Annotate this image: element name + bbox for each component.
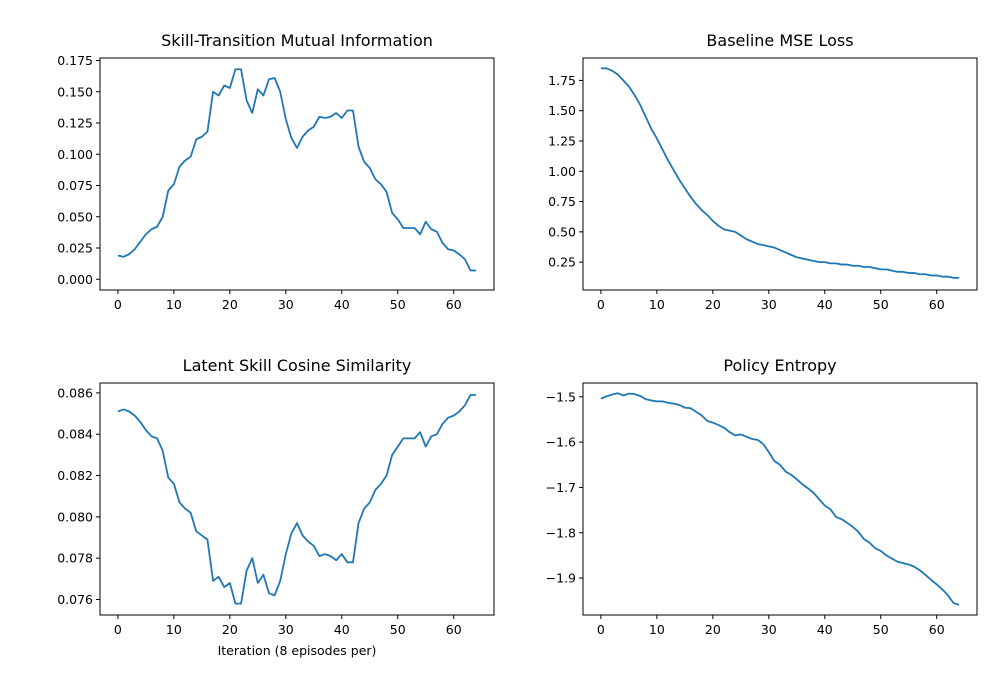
series-line <box>600 67 960 279</box>
x-axis-label: Iteration (8 episodes per) <box>218 643 377 658</box>
y-tick-label: 1.75 <box>548 73 576 88</box>
x-tick-label: 50 <box>873 297 889 312</box>
subplot-mutual-information: 0 10 20 30 40 50 60 0.000 0.025 0.050 0.075 0.100 0.… <box>57 31 495 312</box>
y-tick-label: 0.078 <box>57 551 93 566</box>
x-tick-label: 10 <box>166 297 182 312</box>
y-tick-label: 1.50 <box>548 103 576 118</box>
subplot-mse-loss: 0 10 20 30 40 50 60 0.25 0.50 0.75 1.00 1.25 1.50 1.7… <box>548 31 978 312</box>
chart-title: Latent Skill Cosine Similarity <box>183 356 412 375</box>
y-tick-label: 0.25 <box>548 255 576 270</box>
x-tick-label: 30 <box>761 297 777 312</box>
chart-title: Baseline MSE Loss <box>706 31 853 50</box>
y-tick-label: 0.150 <box>57 84 93 99</box>
x-tick-label: 60 <box>446 622 462 637</box>
axes-frame <box>99 57 495 291</box>
x-tick-label: 50 <box>873 622 889 637</box>
subplot-policy-entropy: 0 10 20 30 40 50 60 −1.9 −1.8 −1.7 −1.6 −1.5 Policy … <box>546 356 978 637</box>
x-tick-label: 0 <box>114 297 122 312</box>
axes-frame <box>582 57 978 291</box>
x-tick-label: 20 <box>222 297 238 312</box>
x-tick-label: 0 <box>597 297 605 312</box>
y-tick-label: 0.075 <box>57 178 93 193</box>
y-tick-label: 0.086 <box>57 385 93 400</box>
series-line <box>117 394 477 605</box>
x-tick-label: 30 <box>278 622 294 637</box>
subplot-cosine-similarity: 0 10 20 30 40 50 60 0.076 0.078 0.080 0.082 0.084 0.… <box>57 356 495 658</box>
y-tick-label: 0.084 <box>57 427 93 442</box>
y-tick-label: 0.025 <box>57 241 93 256</box>
axes-frame <box>582 382 978 616</box>
y-tick-label: −1.5 <box>546 389 576 404</box>
series-line <box>600 392 960 606</box>
axes-frame <box>99 382 495 616</box>
y-tick-label: 0.080 <box>57 509 93 524</box>
x-tick-label: 20 <box>222 622 238 637</box>
x-tick-label: 40 <box>817 622 833 637</box>
x-tick-label: 50 <box>390 297 406 312</box>
y-tick-label: 0.125 <box>57 116 93 131</box>
x-tick-label: 40 <box>334 622 350 637</box>
y-tick-label: −1.6 <box>546 435 576 450</box>
x-tick-label: 20 <box>705 297 721 312</box>
y-tick-label: 0.000 <box>57 272 93 287</box>
chart-title: Skill-Transition Mutual Information <box>161 31 433 50</box>
x-tick-label: 30 <box>761 622 777 637</box>
y-tick-label: 0.050 <box>57 209 93 224</box>
x-tick-label: 10 <box>649 622 665 637</box>
x-tick-label: 30 <box>278 297 294 312</box>
x-tick-label: 10 <box>166 622 182 637</box>
y-tick-label: 1.00 <box>548 164 576 179</box>
y-tick-label: −1.8 <box>546 525 576 540</box>
x-tick-label: 60 <box>929 622 945 637</box>
x-tick-label: 60 <box>446 297 462 312</box>
y-tick-label: 0.100 <box>57 147 93 162</box>
y-tick-label: 1.25 <box>548 133 576 148</box>
x-tick-label: 20 <box>705 622 721 637</box>
y-tick-label: −1.9 <box>546 571 576 586</box>
series-line <box>117 68 477 272</box>
y-tick-label: 0.076 <box>57 592 93 607</box>
y-tick-label: 0.175 <box>57 53 93 68</box>
x-tick-label: 40 <box>334 297 350 312</box>
y-tick-label: 0.75 <box>548 194 576 209</box>
x-tick-label: 50 <box>390 622 406 637</box>
y-tick-label: 0.082 <box>57 468 93 483</box>
y-tick-label: 0.50 <box>548 224 576 239</box>
x-tick-label: 60 <box>929 297 945 312</box>
y-tick-label: −1.7 <box>546 480 576 495</box>
x-tick-label: 10 <box>649 297 665 312</box>
x-tick-label: 0 <box>114 622 122 637</box>
x-tick-label: 40 <box>817 297 833 312</box>
x-tick-label: 0 <box>597 622 605 637</box>
chart-title: Policy Entropy <box>723 356 836 375</box>
